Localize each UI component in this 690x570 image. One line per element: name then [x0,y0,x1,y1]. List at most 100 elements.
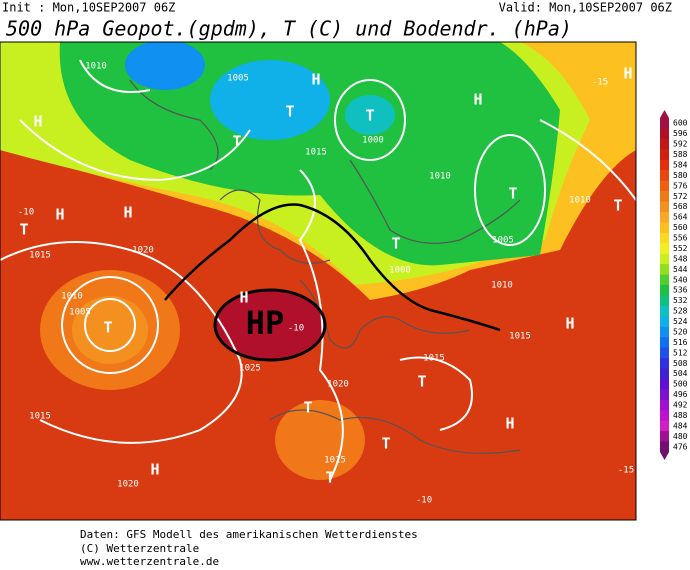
scale-label: 544 [673,265,688,274]
scale-label: 480 [673,432,688,441]
color-scale: 6005965925885845805765725685645605565525… [660,110,688,460]
scale-label: 600 [673,119,688,128]
scale-label: 520 [673,327,688,336]
contour-label: 1010 [569,196,591,206]
pressure-center: T [391,235,400,253]
scale-label: 508 [673,359,688,368]
scale-label: 528 [673,307,688,316]
scale-swatch [660,316,669,328]
contour-label: 1000 [389,266,411,276]
high-pressure-circle [213,288,327,362]
pressure-center: T [325,469,334,487]
pressure-center: H [505,415,514,433]
scale-label: 580 [673,171,688,180]
scale-label: 560 [673,223,688,232]
pressure-center: T [613,197,622,215]
pressure-center: T [365,107,374,125]
map-title: 500 hPa Geopot.(gpdm), T (C) und Bodendr… [6,17,572,41]
cold-core [210,60,330,140]
scale-label: 588 [673,150,688,159]
scale-swatch [660,159,669,171]
warm-area [72,296,148,364]
contour-label: 1010 [491,281,513,291]
pressure-center: T [303,399,312,417]
contour-label: -10 [416,496,432,506]
scale-swatch [660,358,669,369]
contour-label: 1005 [492,236,514,246]
scale-swatch [660,170,669,182]
pressure-center: H [623,65,632,83]
scale-swatch [660,441,669,453]
scale-label: 552 [673,244,688,253]
scale-label: 524 [673,317,688,326]
contour-label: 1010 [61,292,83,302]
scale-swatch [660,431,669,443]
scale-label: 592 [673,140,688,149]
scale-swatch [660,118,669,129]
contour-label: 1000 [362,136,384,146]
pressure-center: H [150,461,159,479]
contour-label: 1015 [305,148,327,158]
pressure-center: H [565,315,574,333]
cold-area [59,42,560,266]
contour-label: 1015 [509,332,531,342]
scale-swatch [660,337,669,349]
handdrawn-annotation: HP [246,304,285,342]
hot-area [215,290,325,360]
scale-swatch [660,138,669,150]
scale-label: 532 [673,296,688,305]
contour-label: 1020 [327,380,349,390]
cold-core [125,42,205,90]
scale-swatch [660,399,669,411]
scale-label: 576 [673,181,688,190]
scale-label: 496 [673,390,688,399]
pressure-center: T [417,373,426,391]
footer-url: www.wetterzentrale.de [80,555,219,566]
contour-label: -10 [18,208,34,218]
scale-label: 548 [673,254,688,263]
contour-label: 1020 [117,480,139,490]
pressure-center: T [285,103,294,121]
scale-swatch [660,295,669,307]
contour-label: -15 [618,466,634,476]
cold-core [345,95,395,135]
scale-cap [660,110,669,118]
scale-swatch [660,347,669,359]
contour-label: 1015 [324,456,346,466]
scale-label: 516 [673,338,688,347]
contour-label: 1015 [29,251,51,261]
scale-swatch [660,285,669,296]
scale-swatch [660,274,669,286]
scale-swatch [660,410,669,422]
scale-swatch [660,305,669,317]
pressure-center: H [123,204,132,222]
scale-label: 540 [673,275,688,284]
scale-label: 568 [673,202,688,211]
scale-label: 504 [673,369,688,378]
pressure-center: H [311,71,320,89]
scale-swatch [660,420,669,432]
scale-swatch [660,201,669,213]
footer-source: Daten: GFS Modell des amerikanischen Wet… [80,528,418,541]
contour-label: 1015 [423,354,445,364]
contour-label: 1025 [239,364,261,374]
scale-label: 500 [673,380,688,389]
scale-label: 492 [673,401,688,410]
contour-label: -15 [592,78,608,88]
footer-copyright: (C) Wetterzentrale [80,542,199,555]
scale-swatch [660,378,669,390]
scale-swatch [660,253,669,265]
contour-label: 1010 [429,172,451,182]
contour-label: -10 [288,324,304,334]
scale-swatch [660,211,669,223]
scale-label: 512 [673,348,688,357]
map-frame [0,41,637,521]
scale-label: 488 [673,411,688,420]
contour-label: 1015 [29,412,51,422]
scale-label: 556 [673,234,688,243]
scale-swatch [660,243,669,255]
pressure-center: T [19,221,28,239]
scale-swatch [660,389,669,401]
